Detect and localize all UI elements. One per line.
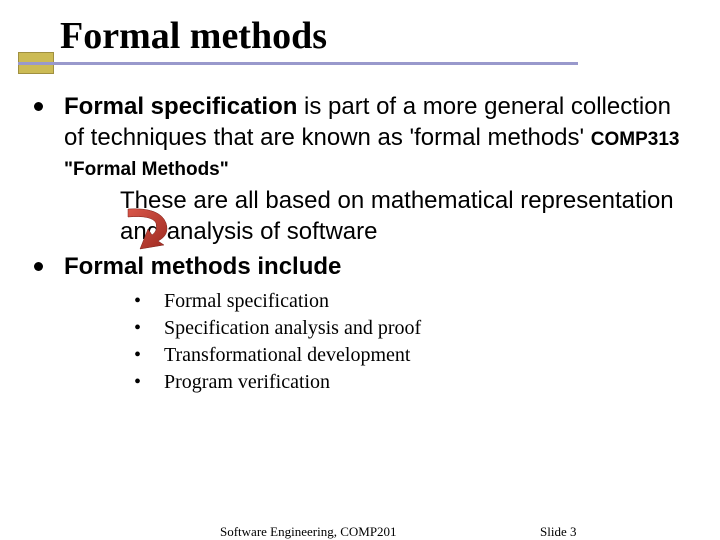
bullet-disc-icon	[34, 102, 43, 111]
slide-content: Formal specification is part of a more g…	[24, 92, 694, 400]
sub-item: • Formal specification	[124, 288, 694, 315]
sub-item: • Specification analysis and proof	[124, 315, 694, 342]
sub-item-label: Transformational development	[164, 344, 410, 366]
bullet-1-text: Formal specification is part of a more g…	[64, 92, 694, 184]
curved-arrow-icon	[118, 205, 178, 253]
bullet-2: Formal methods include • Formal specific…	[24, 252, 694, 397]
footer-slide-prefix: Slide	[540, 524, 570, 539]
footer-course: Software Engineering, COMP201	[220, 524, 397, 540]
title-underline	[18, 62, 578, 65]
sub-item-label: Program verification	[164, 371, 330, 393]
sub-item-label: Formal specification	[164, 290, 329, 312]
sub-bullet-icon: •	[134, 369, 141, 396]
sub-bullet-icon: •	[134, 342, 141, 369]
sub-item-label: Specification analysis and proof	[164, 317, 421, 339]
bullet-1-lead: Formal specification	[64, 93, 297, 120]
sub-bullet-icon: •	[134, 315, 141, 342]
sub-bullet-list: • Formal specification • Specification a…	[124, 288, 694, 396]
slide: Formal methods Formal specification is p…	[0, 0, 720, 540]
footer-slide-number: Slide 3	[540, 524, 576, 540]
title-bar: Formal methods	[0, 0, 720, 80]
sub-bullet-icon: •	[134, 288, 141, 315]
footer-slide-num: 3	[570, 524, 577, 539]
bullet-2-text: Formal methods include	[64, 252, 694, 283]
bullet-disc-icon	[34, 262, 43, 271]
bullet-2-lead: Formal methods include	[64, 253, 341, 280]
sub-item: • Program verification	[124, 369, 694, 396]
slide-title: Formal methods	[60, 14, 327, 58]
sub-item: • Transformational development	[124, 342, 694, 369]
